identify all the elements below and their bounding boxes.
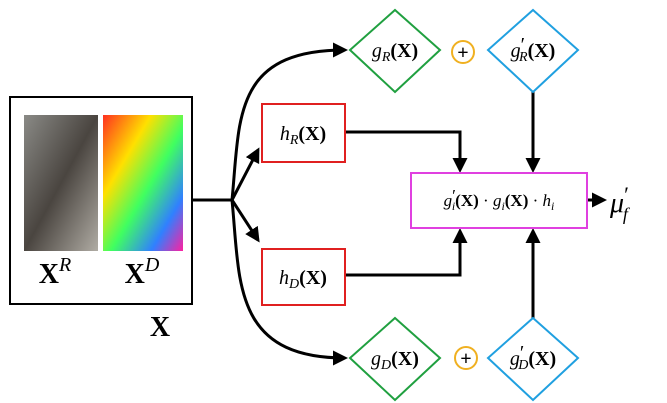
gp-r-diamond <box>486 8 580 94</box>
h-r-label: hR(X) <box>280 123 326 148</box>
plus: + <box>457 42 468 64</box>
plus-circle <box>451 40 475 64</box>
h-d-box <box>261 248 346 306</box>
fusion-label: g′ i(X) · gi(X) · hi <box>444 186 555 213</box>
gp-r-label: g′ R(X) <box>511 34 556 65</box>
h-d-label: hD(X) <box>279 267 327 292</box>
rgb-label: XR <box>39 254 71 290</box>
output-label: μ′ f <box>609 182 631 224</box>
rgb-image <box>24 115 98 251</box>
g-d-diamond <box>348 316 442 402</box>
gp-d-label: g′ D(X) <box>510 342 556 373</box>
input-label: X <box>150 312 170 343</box>
plus: + <box>460 348 471 370</box>
depth-label: XD <box>125 254 160 290</box>
arrows <box>192 42 607 366</box>
g-d-label: gD(X) <box>371 348 419 373</box>
depth-image <box>103 115 183 251</box>
h-r-box <box>261 103 346 163</box>
g-r-diamond <box>348 8 442 94</box>
g-r-label: gR(X) <box>372 40 418 65</box>
gp-d-diamond <box>486 316 580 402</box>
plus-circle <box>454 346 478 370</box>
fusion-box <box>410 172 588 229</box>
